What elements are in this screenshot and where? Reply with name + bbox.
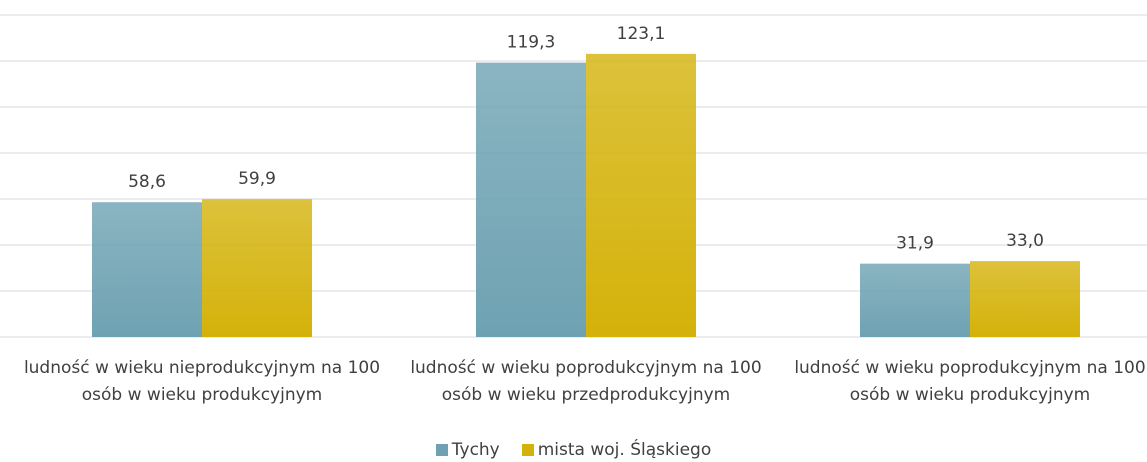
- data-label: 58,6: [128, 172, 166, 192]
- bar: [476, 62, 586, 338]
- bar: [92, 202, 202, 337]
- bar: [586, 53, 696, 338]
- legend-swatch: [435, 444, 448, 456]
- data-label: 59,9: [238, 169, 276, 189]
- bar: [970, 261, 1080, 337]
- data-label: 33,0: [1006, 231, 1044, 251]
- legend-item: mista woj. Śląskiego: [521, 440, 712, 460]
- data-label: 123,1: [617, 24, 666, 44]
- data-label: 119,3: [507, 33, 556, 53]
- legend: Tychy mista woj. Śląskiego: [0, 440, 1147, 460]
- x-tick-label: ludność w wieku poprodukcyjnym na 100 os…: [410, 358, 762, 405]
- bar: [202, 199, 312, 337]
- x-tick-label: ludność w wieku nieprodukcyjnym na 100 o…: [23, 358, 381, 405]
- legend-item: Tychy: [435, 440, 500, 460]
- data-label: 31,9: [896, 234, 934, 254]
- bar: [860, 263, 970, 337]
- legend-label: mista woj. Śląskiego: [537, 440, 712, 460]
- x-tick-label: ludność w wieku poprodukcyjnym na 100 os…: [794, 358, 1146, 405]
- legend-swatch: [521, 444, 534, 456]
- legend-label: Tychy: [451, 440, 500, 460]
